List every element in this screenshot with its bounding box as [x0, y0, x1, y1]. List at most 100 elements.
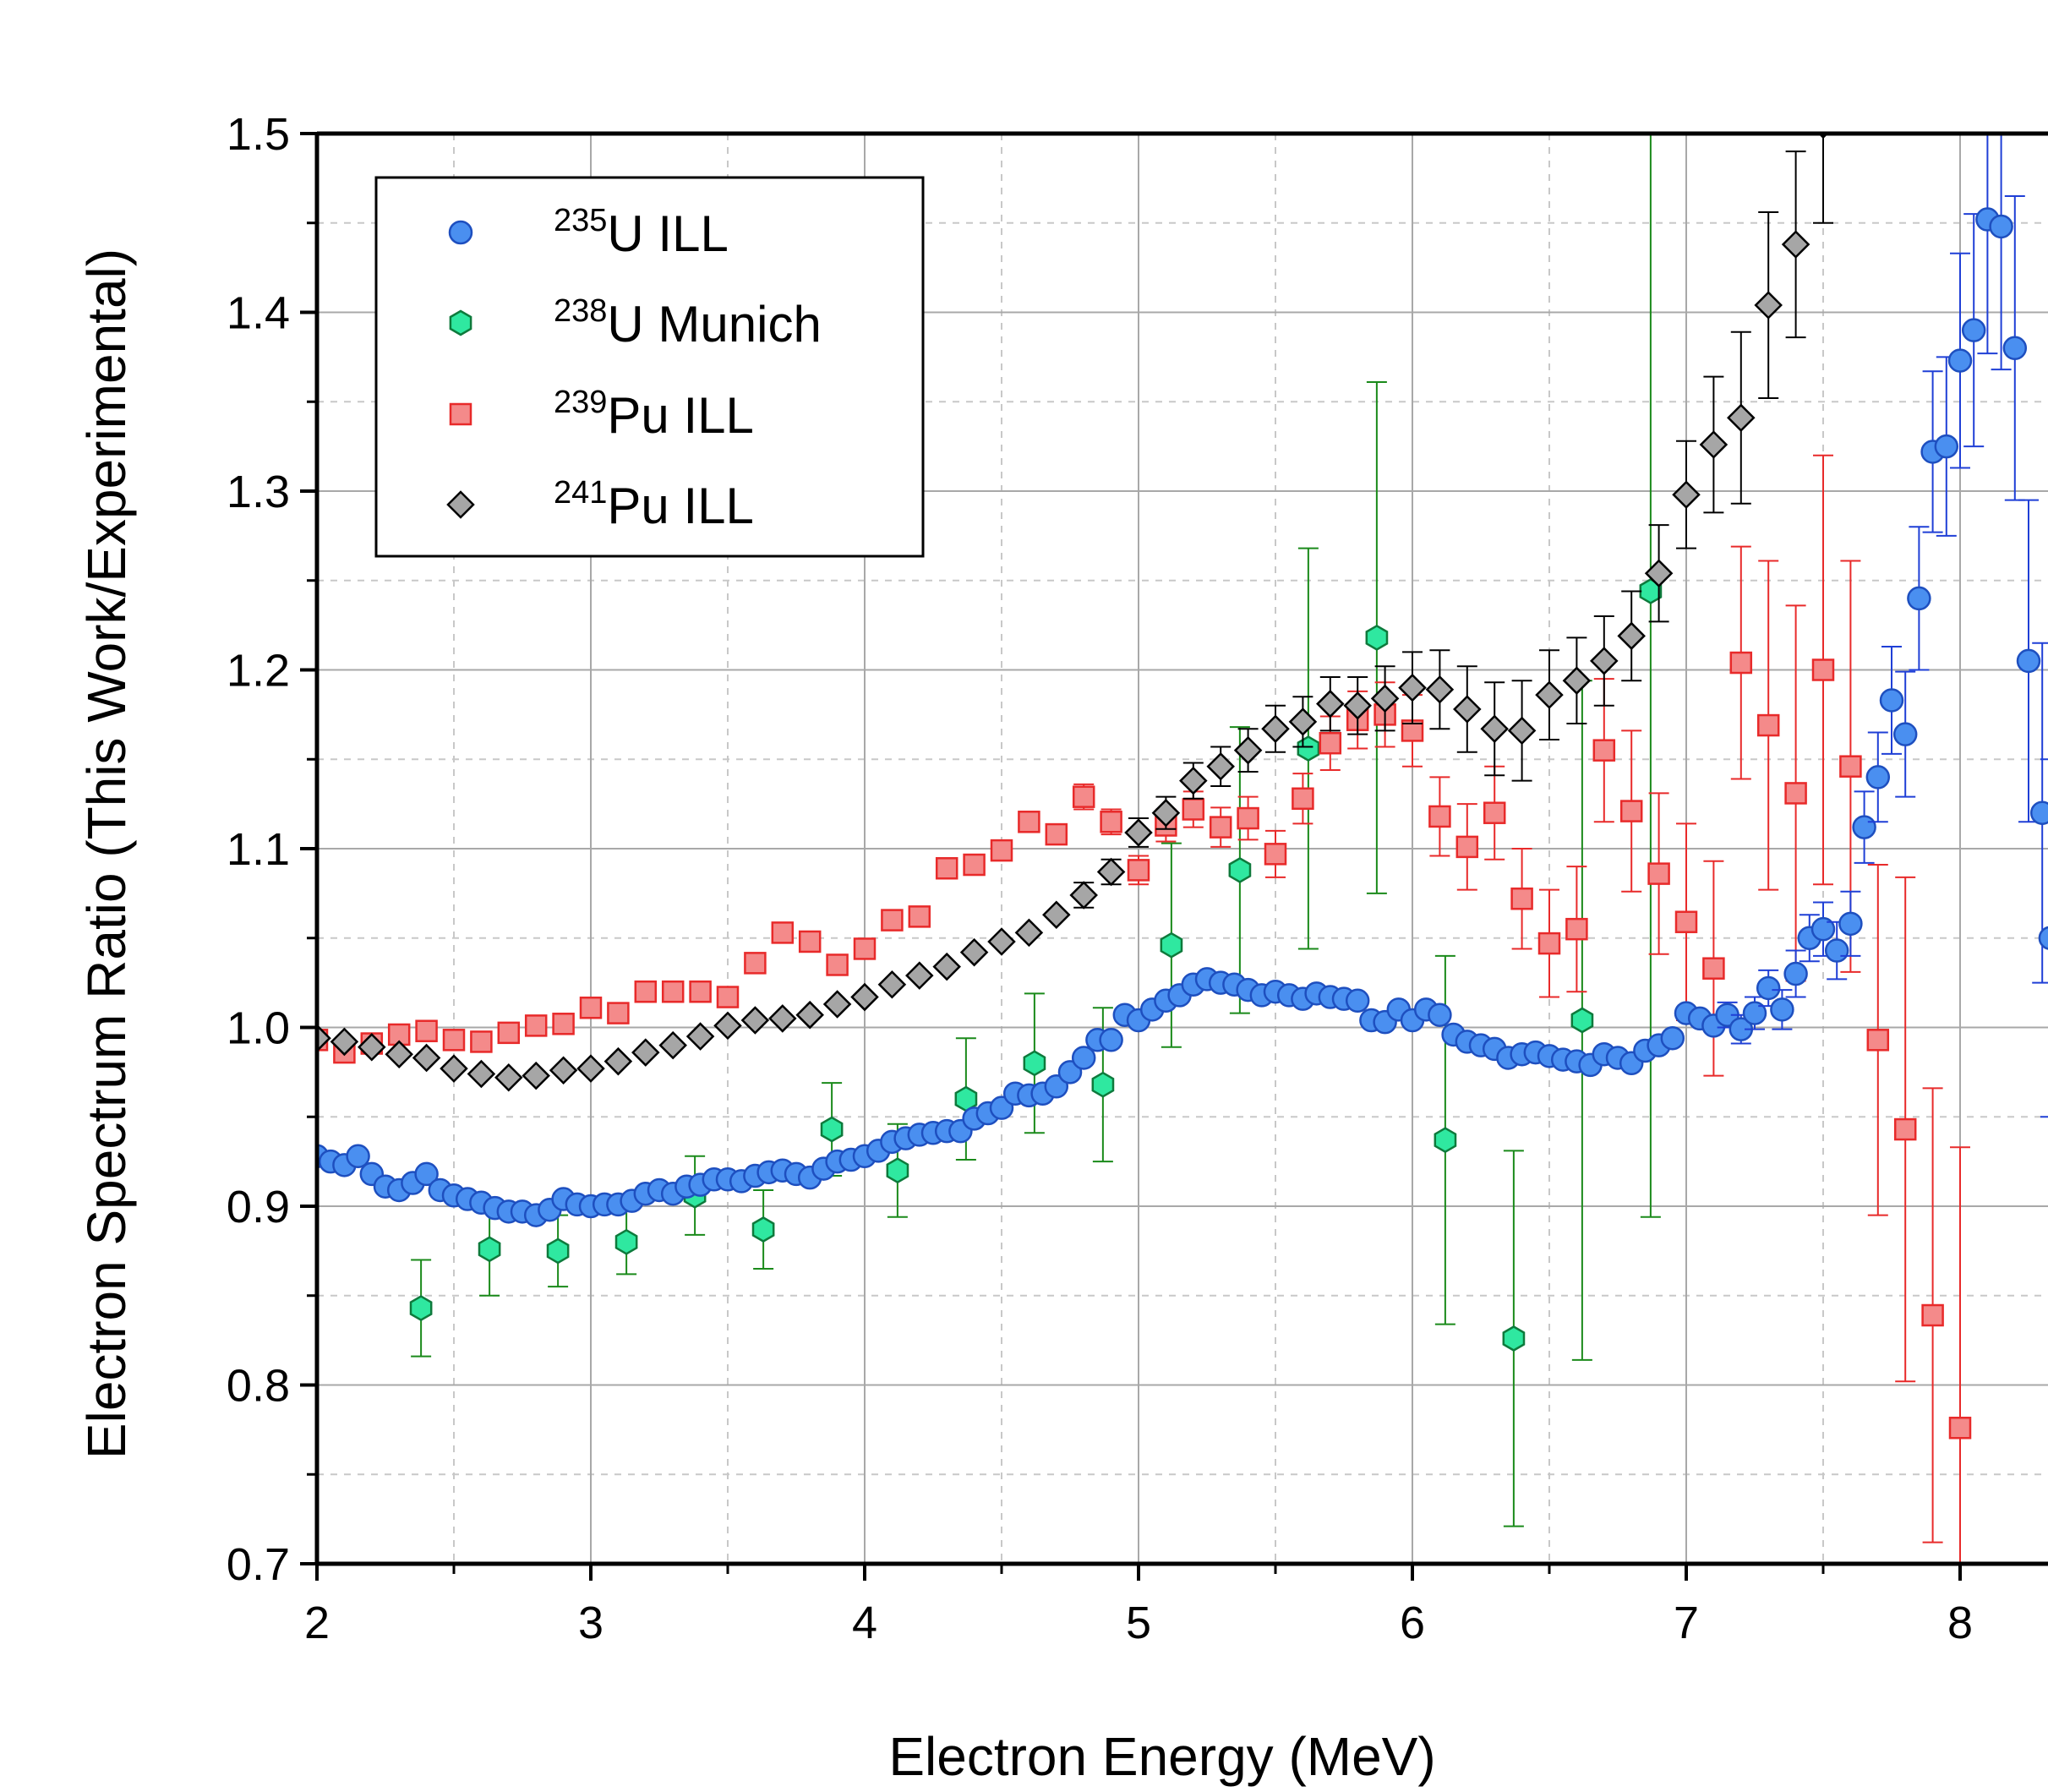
data-point	[753, 1218, 773, 1242]
data-point	[718, 987, 738, 1008]
data-point	[822, 1117, 842, 1141]
data-point	[663, 981, 683, 1002]
data-point	[1512, 888, 1532, 909]
y-tick-label: 0.8	[227, 1361, 290, 1412]
x-tick-label: 3	[578, 1598, 603, 1648]
data-point	[1868, 1030, 1888, 1050]
data-point	[1024, 1052, 1045, 1075]
data-point	[1427, 677, 1452, 702]
data-point	[551, 1057, 576, 1083]
data-point	[1756, 292, 1781, 318]
legend-marker	[451, 311, 471, 335]
data-point	[1126, 820, 1151, 845]
data-point	[879, 972, 904, 997]
data-point	[1757, 977, 1779, 999]
data-point	[1674, 482, 1699, 507]
data-point	[1991, 216, 2013, 238]
data-point	[797, 1003, 822, 1028]
data-point	[745, 953, 765, 973]
data-point	[1482, 716, 1507, 741]
data-point	[1099, 859, 1124, 884]
data-point	[1428, 1004, 1450, 1026]
data-point	[1455, 697, 1480, 722]
data-point	[1826, 940, 1848, 962]
data-point	[554, 1013, 574, 1034]
data-point	[2040, 927, 2048, 949]
data-point	[526, 1015, 546, 1035]
data-point	[1894, 724, 1916, 746]
data-point	[800, 932, 820, 952]
data-point	[991, 840, 1012, 860]
data-point	[1318, 691, 1343, 717]
data-point	[1676, 912, 1696, 932]
data-point	[1949, 350, 1971, 372]
data-point	[2004, 337, 2026, 359]
data-point	[1662, 1027, 1684, 1049]
data-point	[1504, 1327, 1524, 1351]
data-point	[1044, 902, 1069, 927]
data-point	[852, 985, 877, 1010]
data-point	[1895, 1119, 1915, 1139]
y-tick-label: 1.5	[227, 109, 290, 160]
data-point	[1101, 811, 1122, 832]
data-point	[1936, 435, 1958, 457]
data-point	[496, 1065, 522, 1090]
x-tick-label: 8	[1947, 1598, 1973, 1648]
data-point	[691, 981, 711, 1002]
data-point	[1457, 837, 1477, 857]
data-point	[414, 1045, 440, 1070]
data-point	[1230, 858, 1250, 882]
data-point	[1786, 783, 1806, 803]
data-point	[608, 1003, 628, 1024]
x-tick-label: 4	[852, 1598, 877, 1648]
x-tick-label: 5	[1126, 1598, 1151, 1648]
y-axis-title: Electron Spectrum Ratio (This Work/Exper…	[76, 249, 137, 1459]
data-point	[1703, 959, 1723, 979]
data-point	[1400, 675, 1425, 701]
data-point	[1071, 882, 1096, 908]
y-tick-label: 0.7	[227, 1539, 290, 1590]
data-point	[479, 1237, 500, 1261]
data-point	[715, 1013, 740, 1038]
data-point	[1785, 963, 1807, 985]
data-point	[441, 1056, 467, 1081]
data-point	[1594, 740, 1614, 761]
data-point	[1290, 709, 1315, 735]
data-point	[1320, 733, 1341, 753]
data-point	[633, 1040, 658, 1065]
data-point	[827, 954, 848, 975]
data-point	[2018, 650, 2040, 672]
x-tick-label: 7	[1674, 1598, 1699, 1648]
data-point	[1572, 1008, 1592, 1032]
data-point	[882, 910, 902, 931]
data-point	[1367, 626, 1387, 649]
data-point	[962, 940, 987, 965]
data-point	[468, 1061, 494, 1086]
data-point	[1839, 913, 1861, 935]
data-point	[1208, 754, 1233, 779]
data-point	[1016, 920, 1041, 945]
data-point	[1619, 623, 1644, 648]
data-point	[989, 929, 1014, 954]
data-point	[1537, 682, 1562, 708]
data-point	[1729, 405, 1754, 430]
data-point	[1908, 587, 1930, 609]
data-point	[1346, 990, 1368, 1012]
data-point	[660, 1033, 685, 1058]
data-point	[578, 1056, 603, 1081]
data-point	[471, 1031, 491, 1052]
data-point	[934, 954, 959, 980]
data-point	[1881, 689, 1903, 711]
y-tick-label: 1.0	[227, 1003, 290, 1054]
data-point	[1263, 716, 1288, 741]
data-point	[444, 1030, 464, 1050]
data-point	[1649, 864, 1669, 884]
data-point	[1758, 715, 1778, 735]
y-tick-label: 1.4	[227, 288, 290, 339]
data-point	[636, 981, 656, 1002]
data-point	[1435, 1128, 1455, 1152]
data-point	[742, 1008, 767, 1033]
data-point	[1771, 998, 1793, 1020]
data-point	[909, 906, 930, 926]
